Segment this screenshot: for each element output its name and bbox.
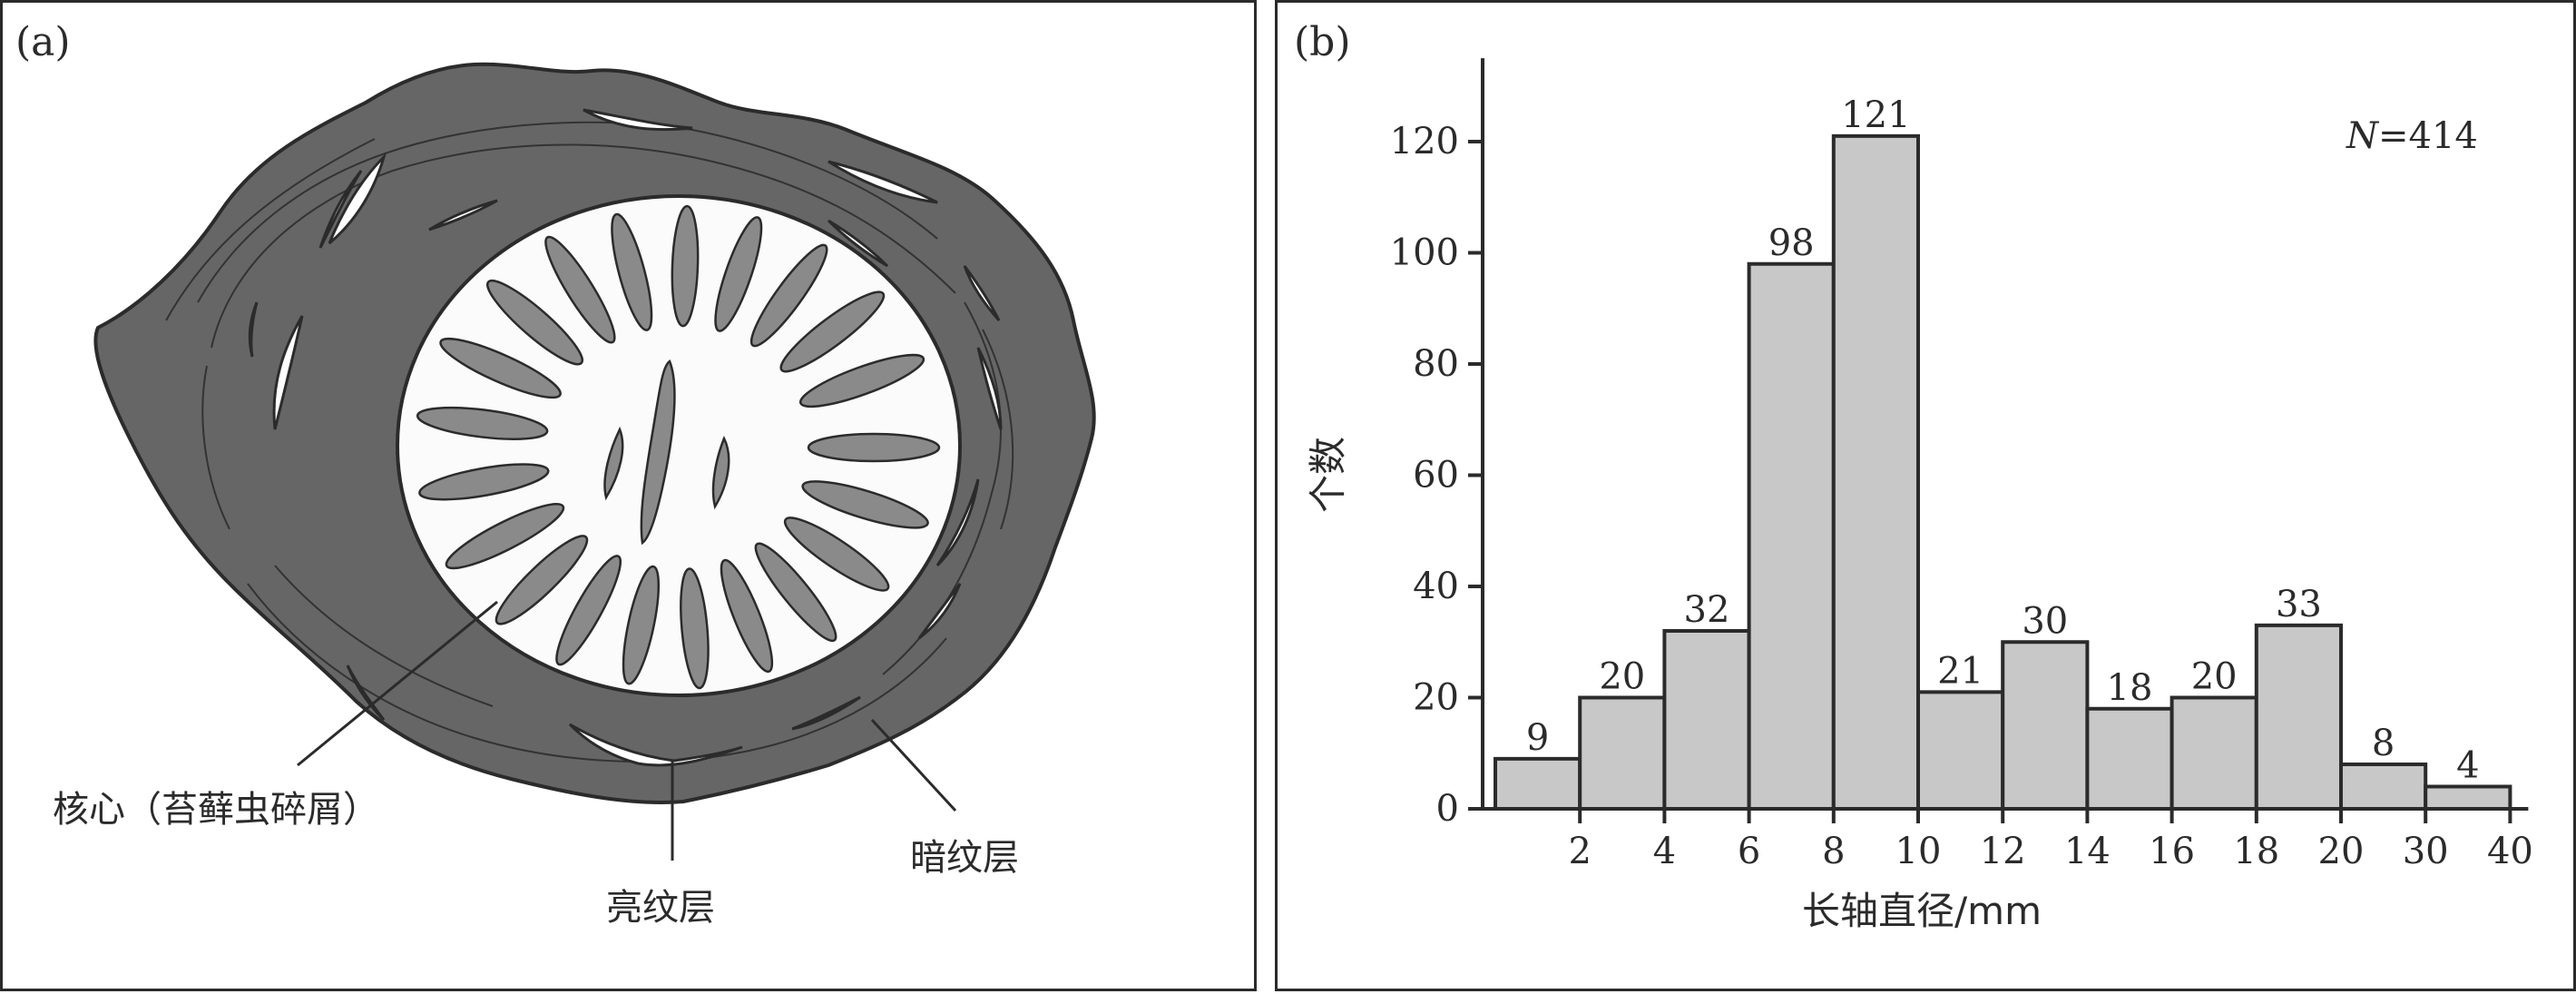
bar-value-label: 33 <box>2276 584 2322 625</box>
zooecium <box>418 463 550 501</box>
x-tick-label: 18 <box>2233 831 2279 872</box>
bar-18-20 <box>2254 623 2344 811</box>
x-tick-label: 8 <box>1822 831 1845 872</box>
bar-value-label: 20 <box>2191 656 2238 698</box>
y-tick-label: 100 <box>1390 232 1459 274</box>
x-tick-label: 4 <box>1653 831 1676 872</box>
bar-value-label: 30 <box>2022 600 2068 642</box>
bar-8-10 <box>1831 133 1920 811</box>
zooecium <box>680 567 710 690</box>
light-layer-callout: 亮纹层 <box>606 887 715 929</box>
x-tick-label: 2 <box>1568 831 1591 872</box>
zooecium <box>445 503 565 570</box>
bar-value-labels: 9 20 32 98 121 21 30 18 20 33 8 4 <box>1526 94 2480 787</box>
panel-a: (a) <box>0 0 1257 991</box>
bar-20-30 <box>2339 763 2428 811</box>
y-axis-title: 个数 <box>1306 437 1350 513</box>
x-tick-label: 12 <box>1980 831 2026 872</box>
zooecium <box>671 204 700 328</box>
zooecium <box>807 432 941 463</box>
panel-b: (b) N=414 9 20 32 98 121 21 30 18 20 33 8 4 0 20 40 60… <box>1275 0 2576 991</box>
x-axis: 2 4 6 8 10 12 14 16 18 20 30 40 <box>1483 807 2533 872</box>
zooecium <box>611 212 653 331</box>
bar-30-40 <box>2424 784 2512 811</box>
bar-4-6 <box>1662 629 1751 811</box>
light-laminae-lenses <box>248 108 1003 767</box>
zooecium <box>714 216 763 332</box>
central-chamber <box>603 426 624 501</box>
zooecium <box>495 535 589 625</box>
zooecium <box>783 517 890 592</box>
bars <box>1494 133 2512 811</box>
bar-6-8 <box>1747 261 1836 811</box>
sample-size-annotation: N=414 <box>2346 115 2478 157</box>
sample-size-symbol: N <box>2346 115 2380 157</box>
bryozoan-zooecia <box>416 204 941 690</box>
panel-a-label: (a) <box>15 19 71 65</box>
sample-size-value: =414 <box>2378 115 2478 157</box>
bar-2-4 <box>1578 695 1667 811</box>
x-tick-label: 20 <box>2318 831 2365 872</box>
y-tick-label: 0 <box>1436 788 1459 830</box>
bar-value-label: 4 <box>2456 745 2479 787</box>
core-callout: 核心（苔藓虫碎屑） <box>53 789 379 831</box>
x-axis-title: 长轴直径/mm <box>1802 889 2042 933</box>
zooecium <box>439 337 562 399</box>
bar-value-label: 18 <box>2107 667 2153 709</box>
central-chamber <box>711 435 730 510</box>
zooecium <box>622 565 661 685</box>
bar-value-label: 9 <box>1526 717 1549 759</box>
x-tick-label: 40 <box>2487 831 2533 872</box>
bar-12-14 <box>2001 640 2090 811</box>
bar-10-12 <box>1916 690 2005 811</box>
bar-value-label: 98 <box>1768 222 1815 264</box>
bar-0-2 <box>1494 756 1582 811</box>
y-tick-label: 60 <box>1413 455 1459 497</box>
dark-layer-callout: 暗纹层 <box>910 837 1019 879</box>
zooecium <box>486 279 584 366</box>
zooecium <box>416 406 549 440</box>
zooecium <box>754 542 837 643</box>
bar-16-18 <box>2170 695 2258 811</box>
lamina-lines <box>165 121 1014 763</box>
y-tick-label: 40 <box>1413 566 1459 607</box>
x-tick-label: 10 <box>1895 831 1942 872</box>
y-tick-label: 120 <box>1390 121 1459 162</box>
x-tick-label: 14 <box>2064 831 2111 872</box>
zooecium <box>798 353 926 408</box>
y-tick-label: 20 <box>1413 677 1459 719</box>
x-tick-label: 6 <box>1738 831 1760 872</box>
y-axis: 0 20 40 60 80 100 120 <box>1390 58 1484 830</box>
oncoid-diagram: (a) <box>15 19 1096 929</box>
zooecium <box>779 290 886 373</box>
x-tick-label: 16 <box>2149 831 2195 872</box>
zooecium <box>801 480 929 529</box>
bar-value-label: 20 <box>1599 656 1645 698</box>
bar-value-label: 121 <box>1841 94 1910 136</box>
bar-value-label: 32 <box>1684 589 1730 631</box>
y-tick-label: 80 <box>1413 343 1459 385</box>
x-tick-label: 30 <box>2403 831 2449 872</box>
bar-value-label: 21 <box>1937 650 1983 692</box>
zooecium <box>720 558 774 674</box>
zooecium <box>749 243 828 348</box>
bar-14-16 <box>2085 706 2174 811</box>
callout-leaders <box>297 600 957 861</box>
panel-b-label: (b) <box>1294 19 1351 65</box>
zooecium <box>555 555 622 666</box>
bar-value-label: 8 <box>2372 723 2395 764</box>
central-chamber <box>640 359 676 546</box>
zooecium <box>544 235 616 344</box>
